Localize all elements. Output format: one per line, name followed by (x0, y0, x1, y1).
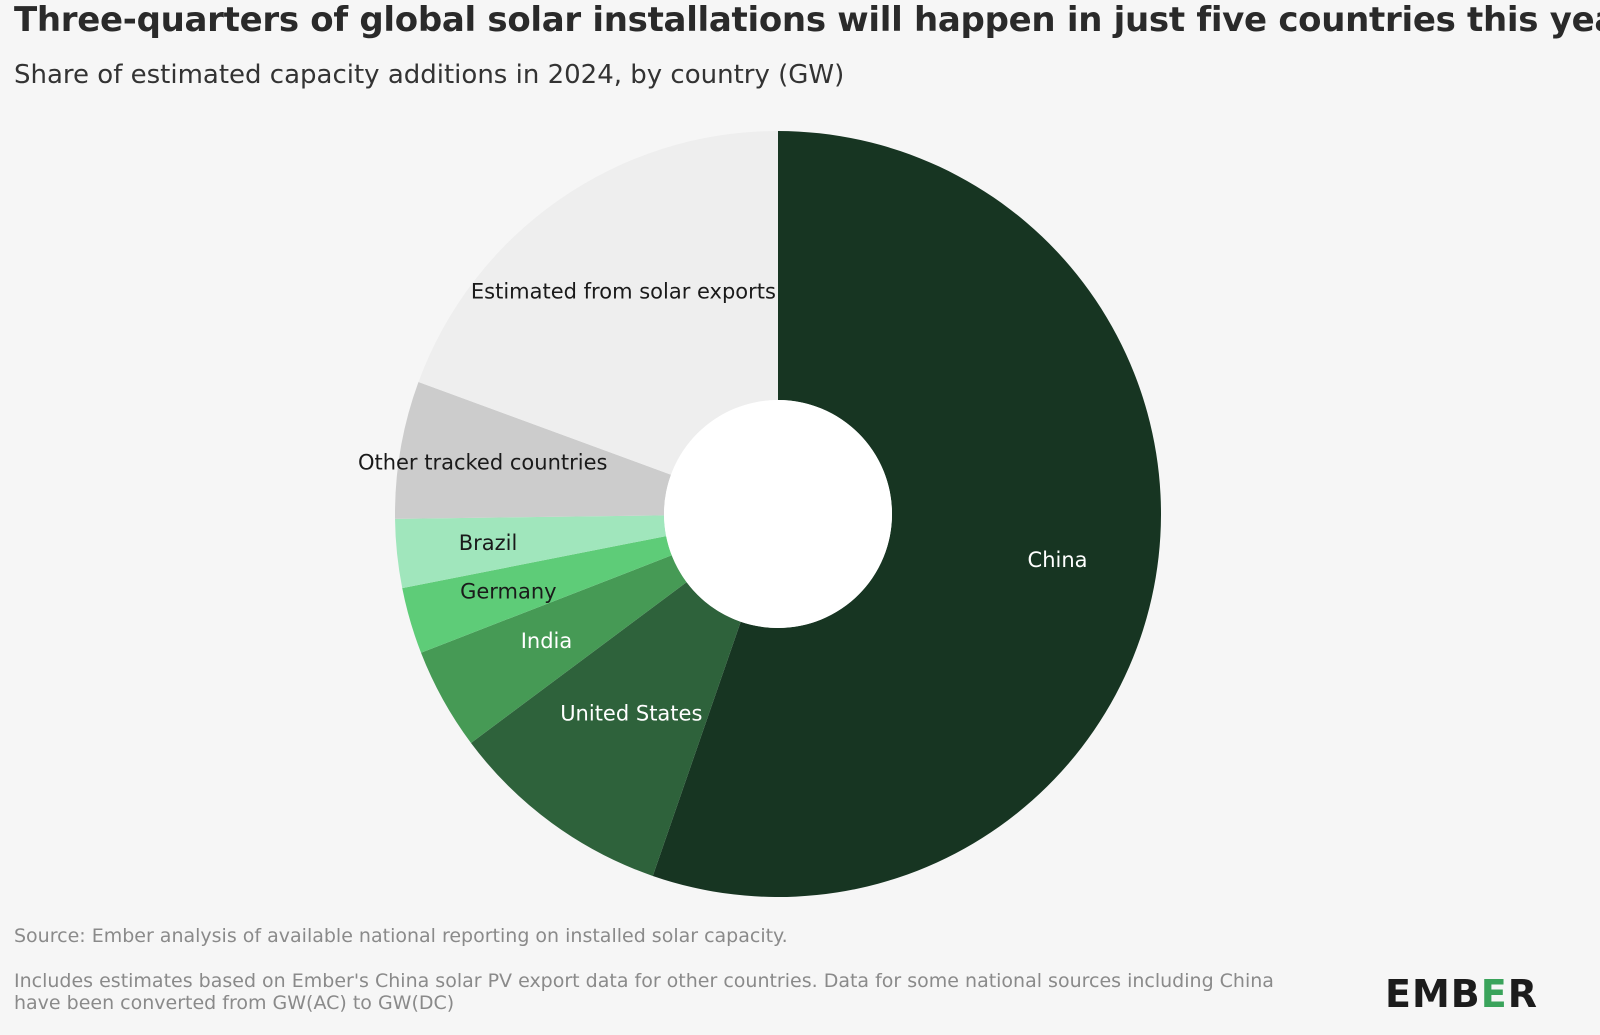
slice-labels: China United States India Germany Brazil Othe… (358, 280, 1088, 726)
slice-china (652, 131, 1161, 897)
donut-hole (664, 400, 892, 628)
slice-germany (402, 536, 672, 653)
slice-label-other-tracked-countries: Other tracked countries (358, 450, 608, 474)
logo-text-start: EMB (1385, 972, 1481, 1016)
slice-label-india: India (521, 629, 573, 653)
slice-label-germany: Germany (460, 579, 557, 603)
slice-label-estimated-from-solar-exports: Estimated from solar exports (471, 280, 776, 304)
slice-label-united-states: United States (560, 702, 702, 726)
footnote: Includes estimates based on Ember's Chin… (14, 970, 1274, 1014)
chart-subtitle: Share of estimated capacity additions in… (14, 60, 845, 90)
slice-brazil (395, 515, 667, 589)
chart-title: Three-quarters of global solar installat… (14, 0, 1600, 40)
source-note: Source: Ember analysis of available nati… (14, 925, 788, 947)
slice-other-tracked-countries (395, 382, 671, 519)
logo-accent-letter: E (1480, 972, 1508, 1016)
ember-logo: EMBER (1385, 972, 1538, 1016)
donut-chart: China United States India Germany Brazil Othe… (358, 131, 1161, 897)
slice-estimated-from-solar-exports (418, 131, 778, 475)
slice-label-brazil: Brazil (459, 531, 518, 555)
slice-label-china: China (1028, 548, 1088, 572)
slice-india (421, 555, 687, 743)
logo-text-end: R (1507, 972, 1538, 1016)
slice-united-states (470, 582, 741, 876)
donut-slices (395, 131, 1161, 897)
